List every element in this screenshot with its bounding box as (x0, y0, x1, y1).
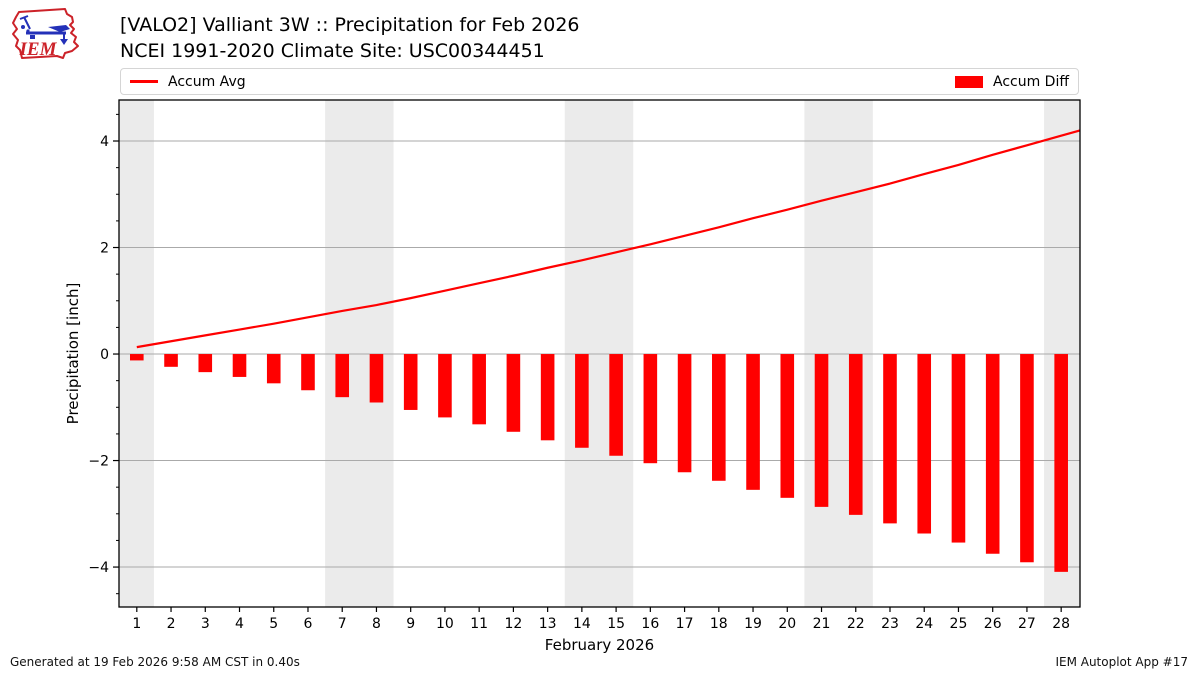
accum-diff-bar (472, 354, 486, 425)
x-tick-label: 11 (470, 616, 488, 632)
x-tick-label: 6 (304, 616, 313, 632)
accum-diff-bar (985, 354, 1000, 554)
accum-diff-bar (266, 354, 281, 384)
weekend-band (804, 100, 873, 607)
chart-title-block: [VALO2] Valliant 3W :: Precipitation for… (120, 12, 580, 64)
x-tick-label: 26 (984, 616, 1002, 632)
accum-diff-bar (438, 354, 452, 418)
accum-diff-bar (232, 354, 247, 377)
x-tick-label: 3 (201, 616, 210, 632)
accum-diff-bar (198, 354, 213, 373)
x-tick-label: 17 (676, 616, 694, 632)
y-tick-label: −4 (88, 560, 109, 576)
accum-diff-bar (951, 354, 966, 543)
accum-diff-bar (335, 354, 350, 398)
x-tick-label: 21 (813, 616, 831, 632)
weekend-bands (119, 100, 1080, 607)
x-tick-label: 22 (847, 616, 865, 632)
accum-diff-bar (130, 354, 144, 361)
accum-diff-bar (164, 354, 178, 367)
x-tick-label: 19 (744, 616, 762, 632)
accum-diff-bar (814, 354, 829, 507)
chart-subtitle: NCEI 1991-2020 Climate Site: USC00344451 (120, 40, 545, 62)
accum-diff-bar (780, 354, 795, 498)
accum-avg-label: Accum Avg (168, 73, 246, 90)
generated-at-text: Generated at 19 Feb 2026 9:58 AM CST in … (10, 655, 300, 669)
legend-entry-accum-avg: Accum Avg (130, 74, 246, 90)
x-tick-label: 2 (167, 616, 176, 632)
weekend-band (564, 100, 634, 607)
x-tick-label: 14 (573, 616, 591, 632)
iem-logo: IEM (12, 8, 79, 60)
x-tick-label: 9 (406, 616, 415, 632)
y-tick-label: −2 (88, 454, 109, 470)
accum-diff-bars (130, 354, 1068, 572)
accum-diff-bar (369, 354, 384, 403)
y-axis-label: Precipitation [inch] (64, 283, 82, 425)
x-tick-label: 5 (269, 616, 278, 632)
weekend-band (119, 100, 154, 607)
x-tick-label: 10 (436, 616, 454, 632)
x-tick-label: 23 (881, 616, 899, 632)
accum-diff-bar (1054, 354, 1068, 572)
axis-ticks (113, 113, 1062, 612)
accum-diff-swatch (954, 75, 983, 88)
accum-diff-label: Accum Diff (992, 73, 1069, 90)
x-tick-label: 8 (372, 616, 381, 632)
x-axis-label: February 2026 (545, 636, 654, 654)
accum-diff-bar (643, 354, 658, 464)
accum-diff-bar (575, 354, 589, 448)
x-tick-label: 4 (235, 616, 244, 632)
x-tick-label: 12 (504, 616, 522, 632)
app-id-text: IEM Autoplot App #17 (1055, 655, 1188, 669)
accum-avg-line-swatch (130, 80, 158, 83)
accum-diff-bar (1020, 354, 1034, 563)
accum-diff-bar (746, 354, 760, 490)
accum-avg-line (136, 129, 1081, 349)
accum-diff-bar (712, 354, 726, 481)
x-tick-label: 1 (132, 616, 141, 632)
x-tick-label: 13 (539, 616, 557, 632)
accum-diff-bar (506, 354, 521, 432)
accum-diff-bar (609, 354, 623, 456)
x-tick-label: 15 (607, 616, 625, 632)
x-tick-label: 18 (710, 616, 728, 632)
x-tick-label: 20 (778, 616, 796, 632)
chart-title: [VALO2] Valliant 3W :: Precipitation for… (120, 14, 580, 36)
logo-text: IEM (19, 39, 58, 60)
accum-diff-bar (883, 354, 897, 524)
accum-diff-bar (848, 354, 863, 515)
accum-diff-bar (917, 354, 932, 534)
x-tick-label: 25 (950, 616, 968, 632)
y-tick-label: 0 (100, 347, 109, 363)
x-tick-label: 7 (338, 616, 347, 632)
accum-diff-bar (301, 354, 315, 391)
accum-diff-bar (403, 354, 418, 410)
accum-diff-bar (540, 354, 555, 441)
y-tick-label: 2 (100, 241, 109, 257)
accum-diff-bar (677, 354, 692, 473)
y-tick-label: 4 (100, 134, 109, 150)
x-tick-label: 27 (1018, 616, 1036, 632)
legend: Accum Avg Accum Diff (120, 68, 1079, 95)
weekend-band (325, 100, 394, 607)
x-tick-label: 24 (915, 616, 933, 632)
legend-entry-accum-diff: Accum Diff (954, 73, 1069, 90)
x-tick-label: 16 (641, 616, 659, 632)
x-tick-label: 28 (1052, 616, 1070, 632)
weather-vane-icon (19, 15, 70, 45)
